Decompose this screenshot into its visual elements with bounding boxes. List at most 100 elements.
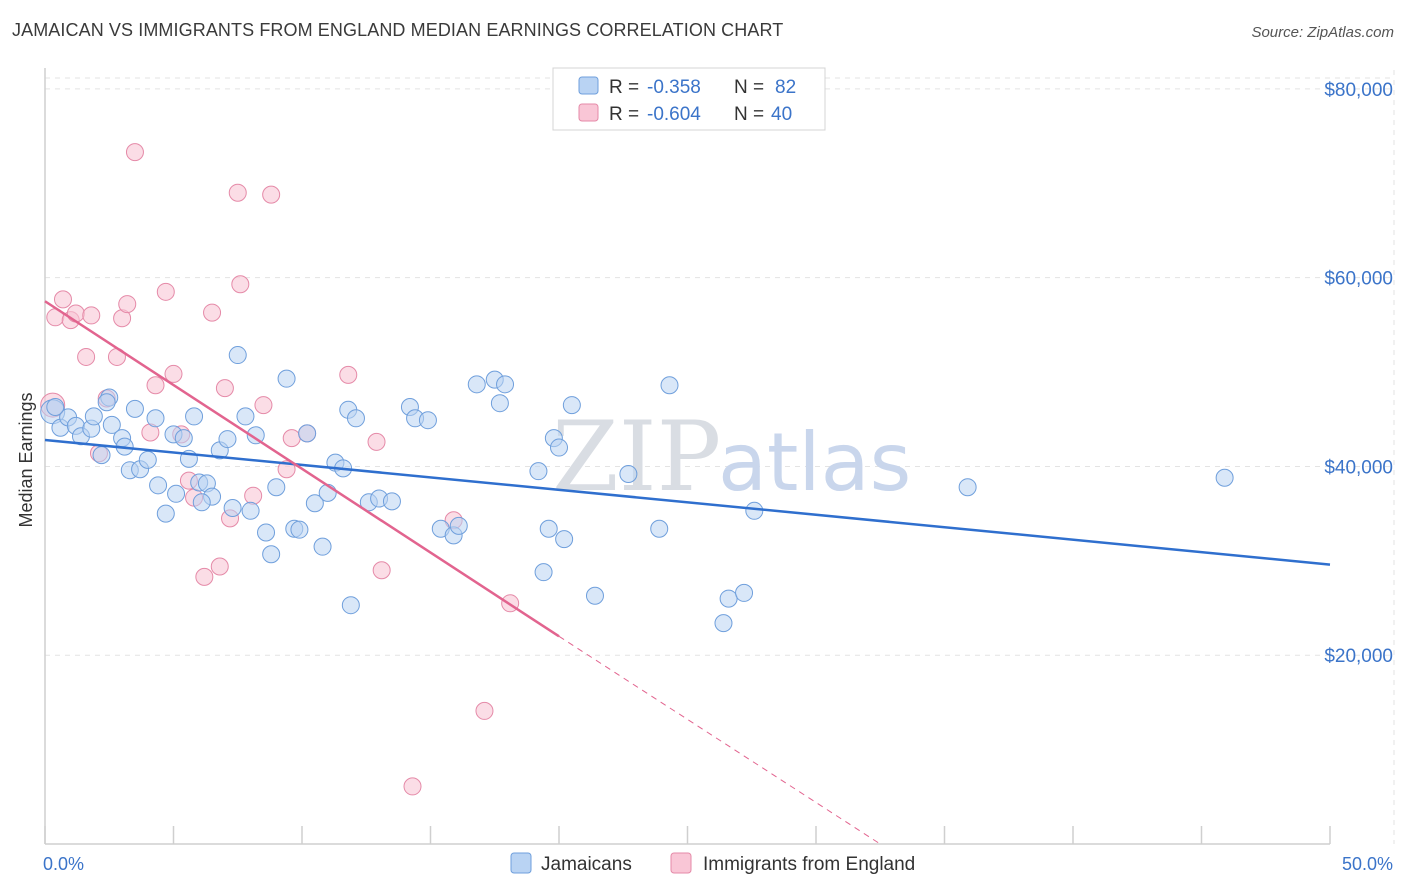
bottom-legend-jamaicans: Jamaicans [541,854,632,875]
jamaican-point [277,369,296,388]
grid-lines [45,70,1395,844]
trend-lines [44,300,1331,845]
england-trend-line [44,300,560,638]
watermark: ZIP atlas [552,401,911,513]
jamaican-point [534,563,553,582]
england-point [254,396,273,415]
legend-r-value-1: -0.358 [647,77,701,98]
jamaican-point [149,476,168,495]
legend-swatch-jamaicans [578,76,599,95]
jamaican-point [125,399,144,418]
england-point [339,365,358,384]
jamaican-point [958,478,977,497]
bottom-legend-swatch-england [670,852,692,874]
legend-r-value-2: -0.604 [647,104,701,125]
jamaican-point [555,530,574,549]
england-point [164,364,183,383]
england-point [228,183,247,202]
england-point [118,295,137,314]
england-point [82,306,101,325]
axes [44,68,1331,845]
jamaican-point [138,450,157,469]
england-point [146,376,165,395]
england-point [195,567,214,586]
chart-source: Source: ZipAtlas.com [1251,24,1394,41]
england-point [203,303,222,322]
legend-swatch-england [578,103,599,122]
legend-n-label-2: N = [734,104,764,125]
jamaican-point [346,409,365,428]
x-tick-label-max: 50.0% [1342,854,1393,874]
jamaican-point [714,614,733,633]
jamaican-point [246,426,265,445]
england-point [282,429,301,448]
jamaican-point [185,407,204,426]
jamaican-point [192,493,211,512]
jamaican-point [236,407,255,426]
england-point [66,304,85,323]
jamaican-point [290,520,309,539]
bottom-legend-swatch-jamaicans [510,852,532,874]
watermark-zip: ZIP [552,401,721,513]
jamaican-points [40,346,1234,633]
england-point [156,282,175,301]
england-point [210,557,229,576]
england-point [367,432,386,451]
y-tick-label-40000: $40,000 [1324,457,1393,478]
jamaican-point [1215,468,1234,487]
jamaican-point [418,411,437,430]
watermark-atlas: atlas [718,416,911,509]
jamaican-point [313,537,332,556]
legend-r-label-2: R = [609,104,639,125]
england-point [231,275,250,294]
jamaican-point [467,375,486,394]
jamaican-point [218,430,237,449]
england-point [244,486,263,505]
jamaican-point [97,393,116,412]
jamaican-point [660,376,679,395]
england-point [403,777,422,796]
jamaican-point [298,424,317,443]
jamaican-point [84,407,103,426]
england-point [372,561,391,580]
y-tick-label-80000: $80,000 [1324,80,1393,101]
y-tick-label-20000: $20,000 [1324,646,1393,667]
y-tick-label-60000: $60,000 [1324,269,1393,290]
jamaican-point [167,484,186,503]
jamaican-point [156,504,175,523]
england-point [125,143,144,162]
jamaican-point [223,498,242,517]
chart-title: JAMAICAN VS IMMIGRANTS FROM ENGLAND MEDI… [12,20,784,40]
jamaican-point [449,516,468,535]
jamaican-point [262,545,281,564]
jamaican-point [585,586,604,605]
england-points [40,143,520,796]
jamaican-point [539,519,558,538]
x-tick-label-min: 0.0% [43,854,84,874]
jamaican-point [496,375,515,394]
bottom-legend-england: Immigrants from England [703,854,915,875]
jamaican-point [102,415,121,434]
bottom-legend: Jamaicans Immigrants from England [510,852,915,875]
jamaican-point [619,464,638,483]
jamaican-point [92,446,111,465]
england-point [475,701,494,720]
legend-n-label-1: N = [734,77,764,98]
legend-n-value-1: 82 [775,77,796,98]
england-point [215,379,234,398]
jamaican-point [241,501,260,520]
jamaican-point [745,501,764,520]
jamaicans-trend-line [44,438,1331,566]
jamaican-point [267,478,286,497]
x-tick-labels: 0.0% 50.0% [43,854,1393,874]
jamaican-point [174,429,193,448]
england-point [262,185,281,204]
legend-box: R = -0.358 N = 82 R = -0.604 N = 40 [552,67,826,131]
y-axis-title: Median Earnings [16,392,36,527]
jamaican-point [735,583,754,602]
jamaican-point [490,394,509,413]
y-tick-labels: $20,000 $40,000 $60,000 $80,000 [1324,80,1393,667]
jamaican-point [305,494,324,513]
jamaican-point [650,519,669,538]
